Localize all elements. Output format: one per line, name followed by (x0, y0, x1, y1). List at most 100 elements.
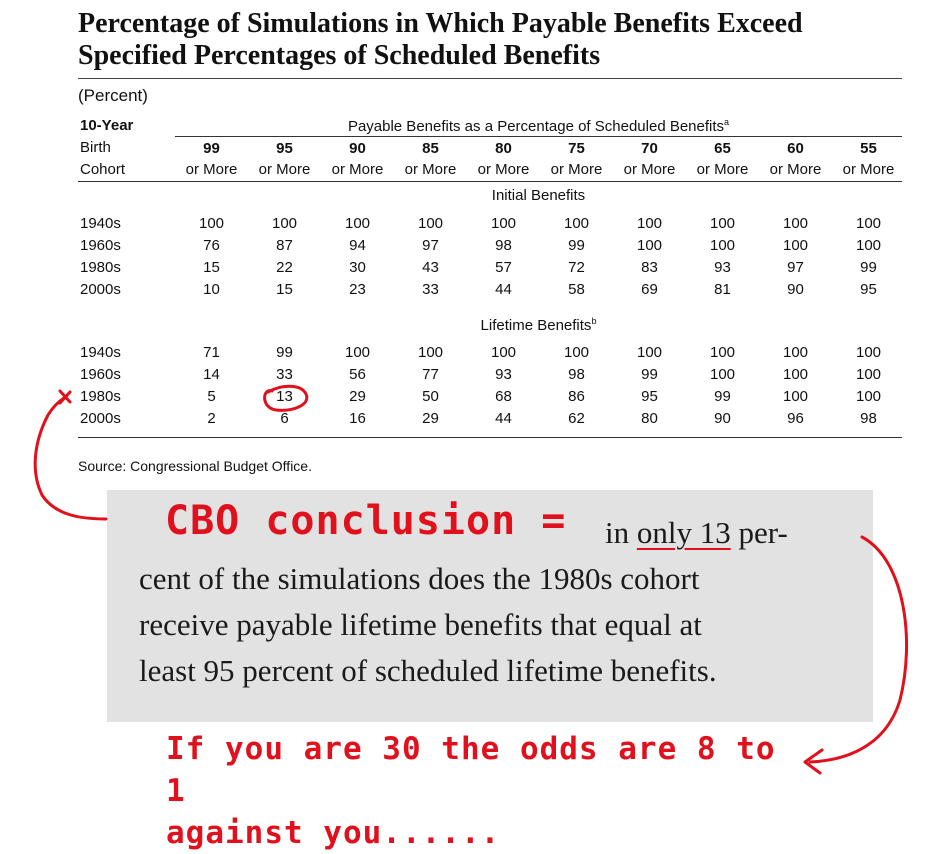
quote-line: in only 13 per- (139, 510, 869, 556)
table-cell: 10 (203, 281, 220, 298)
table-cell: 98 (860, 410, 877, 427)
table-cell: 56 (349, 366, 366, 383)
table-row: 1940s 71 99 100 100 100 100 100 100 100 100 (80, 344, 902, 366)
table-cell: 44 (495, 281, 512, 298)
spanner-rule (175, 136, 902, 137)
column-header: 65 or More (686, 138, 759, 180)
column-header: 80 or More (467, 138, 540, 180)
table-cell: 5 (207, 388, 216, 405)
quote-box: CBO conclusion = in only 13 per- cent of… (107, 490, 873, 722)
table-cell: 100 (709, 215, 736, 232)
table-cell: 43 (422, 259, 439, 276)
column-header: 60 or More (759, 138, 832, 180)
column-header-suffix: or More (696, 161, 749, 178)
column-header-suffix: or More (331, 161, 384, 178)
table-cell: 15 (276, 281, 293, 298)
table-cell: 100 (417, 344, 444, 361)
table-cell: 62 (568, 410, 585, 427)
column-header-percent: 99 (203, 140, 220, 157)
unit-label: (Percent) (78, 86, 148, 105)
table-cell: 33 (276, 366, 293, 383)
row-cohort: 1980s (80, 388, 121, 405)
table-cell: 95 (641, 388, 658, 405)
table-cell: 87 (276, 237, 293, 254)
table-cell: 93 (714, 259, 731, 276)
table-cell: 58 (568, 281, 585, 298)
quote-line: least 95 percent of scheduled lifetime b… (139, 653, 717, 688)
row-cohort: 1980s (80, 259, 121, 276)
row-cohort: 1960s (80, 237, 121, 254)
row-cohort: 1960s (80, 366, 121, 383)
table-cell: 57 (495, 259, 512, 276)
row-cohort: 2000s (80, 410, 121, 427)
column-header: 70 or More (613, 138, 686, 180)
table-cell: 83 (641, 259, 658, 276)
table-cell: 13 (276, 388, 293, 405)
left-arrow-head (58, 389, 72, 405)
table-cell: 23 (349, 281, 366, 298)
column-header: 85 or More (394, 138, 467, 180)
column-header-suffix: or More (842, 161, 895, 178)
quote-line: receive payable lifetime benefits that e… (139, 607, 702, 642)
table-cell: 94 (349, 237, 366, 254)
table-cell: 99 (860, 259, 877, 276)
table-cell: 80 (641, 410, 658, 427)
table-cell: 76 (203, 237, 220, 254)
table-cell: 33 (422, 281, 439, 298)
bottom-rule (78, 437, 902, 438)
table-cell: 15 (203, 259, 220, 276)
column-header-suffix: or More (769, 161, 822, 178)
table-cell: 97 (422, 237, 439, 254)
quote-fragment: per- (730, 515, 788, 550)
odds-annotation: If you are 30 the odds are 8 to 1 agains… (166, 728, 806, 854)
column-header-percent: 60 (787, 140, 804, 157)
row-cohort: 2000s (80, 281, 121, 298)
table-cell: 100 (490, 344, 517, 361)
table-cell: 100 (782, 237, 809, 254)
table-cell: 100 (271, 215, 298, 232)
table-cell: 100 (855, 215, 882, 232)
table-row: 1940s 100 100 100 100 100 100 100 100 100 100 (80, 215, 902, 237)
table-cell: 100 (782, 215, 809, 232)
column-header-suffix: or More (477, 161, 530, 178)
table-cell: 100 (417, 215, 444, 232)
table-cell: 100 (709, 344, 736, 361)
odds-line-1: If you are 30 the odds are 8 to 1 (166, 731, 776, 809)
table-cell: 100 (636, 215, 663, 232)
table-cell: 100 (709, 366, 736, 383)
table-cell: 100 (563, 215, 590, 232)
spanner-header: Payable Benefits as a Percentage of Sche… (175, 117, 902, 135)
table-cell: 14 (203, 366, 220, 383)
table-row: 2000s 2 6 16 29 44 62 80 90 96 98 (80, 410, 902, 432)
column-header-percent: 70 (641, 140, 658, 157)
column-header-suffix: or More (258, 161, 311, 178)
column-header: 75 or More (540, 138, 613, 180)
table-row: 1980s 5 13 29 50 68 86 95 99 100 100 (80, 388, 902, 410)
spanner-text: Payable Benefits as a Percentage of Sche… (347, 118, 725, 135)
source-note: Source: Congressional Budget Office. (78, 458, 312, 474)
stub-header-line2: Birth (80, 139, 111, 156)
table-cell: 68 (495, 388, 512, 405)
stub-header-line3: Cohort (80, 161, 126, 178)
table-cell: 30 (349, 259, 366, 276)
table-cell: 99 (714, 388, 731, 405)
table-row: 2000s 10 15 23 33 44 58 69 81 90 95 (80, 281, 902, 303)
table-cell: 29 (349, 388, 366, 405)
column-header-percent: 95 (276, 140, 293, 157)
table-cell: 100 (855, 237, 882, 254)
column-header-percent: 85 (422, 140, 439, 157)
table-cell: 100 (782, 366, 809, 383)
column-header-suffix: or More (185, 161, 238, 178)
table-cell: 100 (198, 215, 225, 232)
quote-line: cent of the simulations does the 1980s c… (139, 561, 700, 596)
table-cell: 100 (636, 237, 663, 254)
table-cell: 98 (568, 366, 585, 383)
table-cell: 99 (641, 366, 658, 383)
table-cell: 100 (782, 388, 809, 405)
table-cell: 99 (568, 237, 585, 254)
section-title: Initial Benefits (175, 187, 902, 204)
table-cell: 100 (709, 237, 736, 254)
right-arrow-line (808, 535, 909, 764)
column-header: 95 or More (248, 138, 321, 180)
table-cell: 81 (714, 281, 731, 298)
